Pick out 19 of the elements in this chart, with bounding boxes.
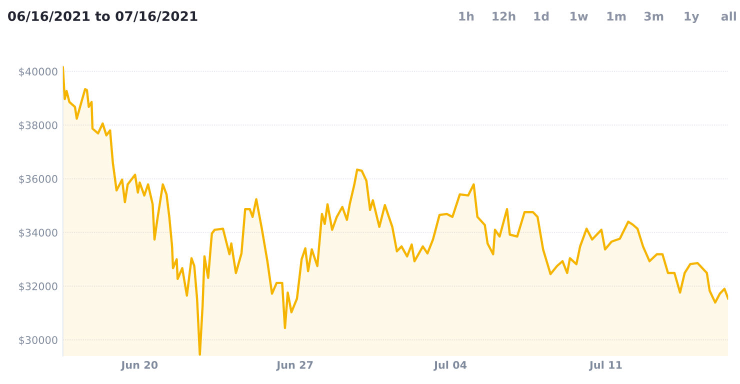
text: 1y — [684, 12, 700, 23]
x-tick-label: Jul 04 — [434, 360, 467, 371]
x-tick-label: Jun 27 — [276, 361, 313, 371]
text: 1w — [570, 12, 588, 21]
text: 12h — [492, 12, 516, 21]
y-tick-label: $36000 — [19, 174, 58, 184]
x-tick-label: Jul 11 — [588, 360, 622, 371]
y-tick-label: $30000 — [19, 336, 58, 346]
chart-title: 06/16/2021 to 07/16/2021 — [8, 11, 198, 22]
y-tick-label: $34000 — [19, 228, 58, 238]
text: all — [721, 12, 736, 21]
y-tick-label: $40000 — [19, 67, 58, 77]
text: 1m — [607, 12, 626, 21]
text: 3m — [644, 12, 664, 21]
y-tick-label: $32000 — [19, 282, 58, 292]
text: 1d — [534, 12, 549, 21]
x-tick-label: Jun 20 — [120, 361, 158, 371]
text: 1h — [459, 12, 474, 21]
y-tick-label: $38000 — [19, 121, 58, 131]
